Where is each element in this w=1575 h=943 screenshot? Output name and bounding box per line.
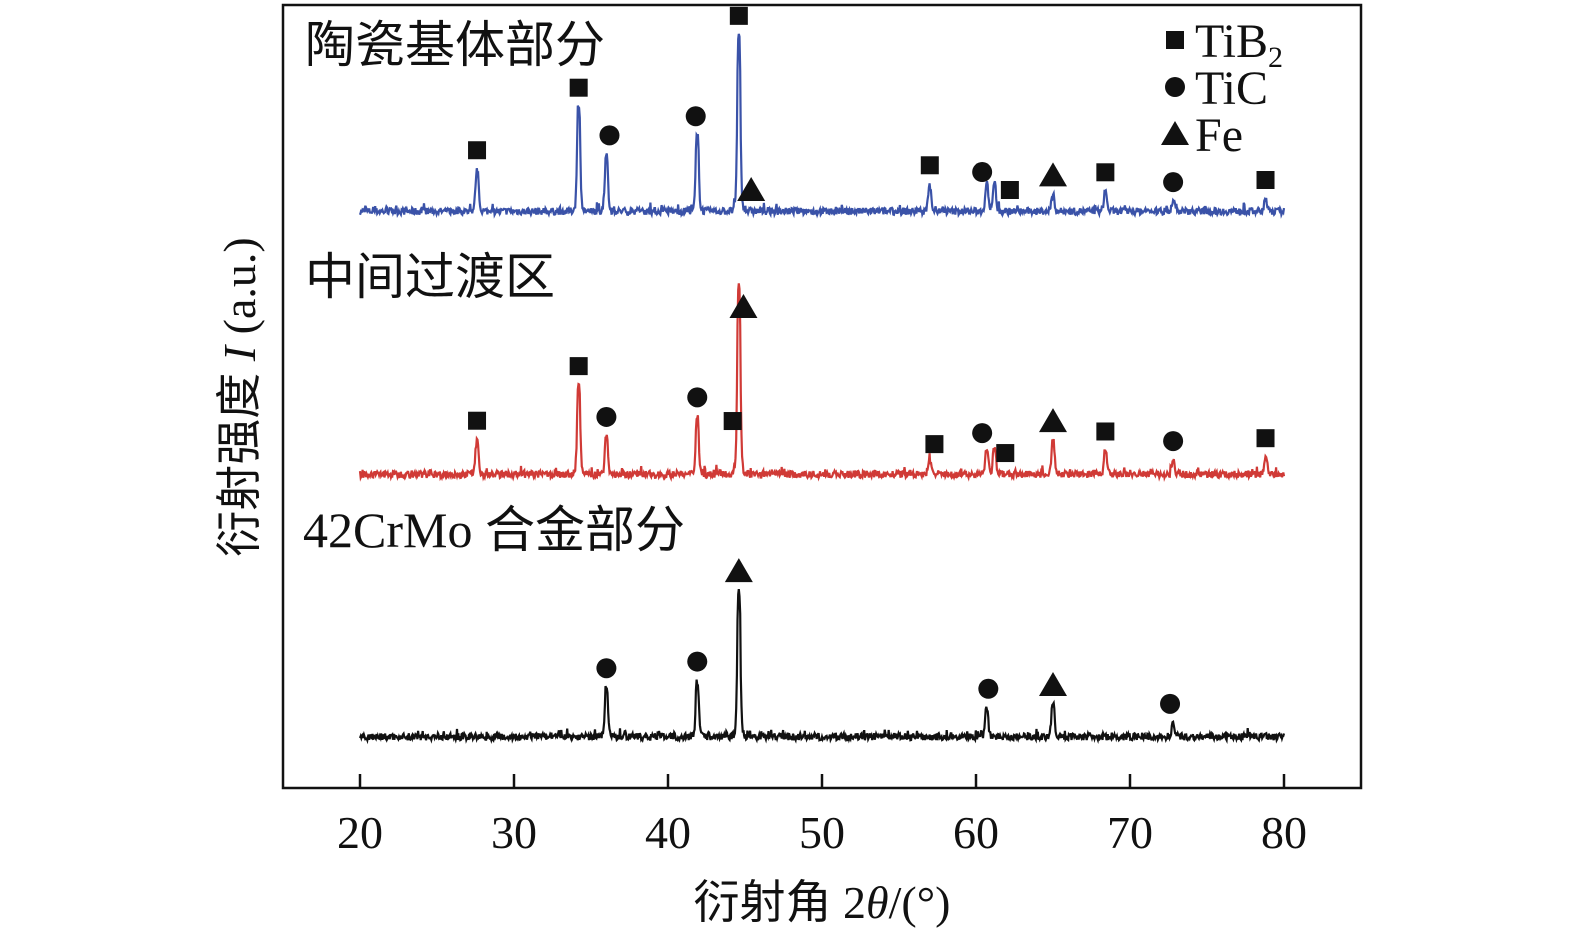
marker-2-4-fe <box>1039 672 1067 697</box>
marker-1-5-fe <box>729 293 758 318</box>
marker-0-4-tib2 <box>729 6 748 25</box>
y-axis-label: 衍射强度 I (a.u.) <box>214 237 265 556</box>
marker-0-5-fe <box>737 176 766 201</box>
marker-0-6-tib2 <box>920 156 939 175</box>
series-line-1 <box>358 283 1286 482</box>
series-label-transition: 中间过渡区 <box>305 249 555 305</box>
legend-label-tib2: TiB2 <box>1195 15 1283 74</box>
legend-marker-fe <box>1161 121 1189 145</box>
marker-0-10-tib2 <box>1096 163 1115 182</box>
marker-2-3-tic <box>978 678 999 699</box>
marker-0-2-tic <box>599 125 620 146</box>
marker-0-3-tic <box>685 106 706 127</box>
marker-2-5-tic <box>1160 693 1181 714</box>
marker-1-2-tic <box>596 406 617 427</box>
marker-0-0-tib2 <box>468 141 487 160</box>
x-axis-label: 衍射角 2θ/(°) <box>694 877 951 928</box>
marker-2-0-tic <box>596 658 617 679</box>
marker-0-1-tib2 <box>569 78 588 97</box>
x-tick-label-40: 40 <box>645 807 691 858</box>
marker-1-8-tib2 <box>996 444 1015 463</box>
x-tick-label-80: 80 <box>1261 807 1307 858</box>
marker-1-7-tic <box>972 423 993 444</box>
marker-0-9-fe <box>1039 162 1067 187</box>
marker-1-6-tib2 <box>925 435 944 454</box>
marker-1-9-fe <box>1039 408 1067 433</box>
x-tick-label-50: 50 <box>799 807 845 858</box>
legend-marker-tib2 <box>1166 31 1184 49</box>
legend-marker-tic <box>1165 77 1185 97</box>
marker-1-10-tib2 <box>1096 422 1115 441</box>
marker-layer <box>468 6 1275 714</box>
marker-0-11-tic <box>1163 172 1184 193</box>
marker-1-1-tib2 <box>569 357 588 376</box>
marker-1-11-tic <box>1163 431 1184 452</box>
x-tick-label-70: 70 <box>1107 807 1153 858</box>
x-tick-label-20: 20 <box>337 807 383 858</box>
legend-label-tic: TiC <box>1195 62 1268 115</box>
legend-label-fe: Fe <box>1195 109 1243 162</box>
series-line-0 <box>358 33 1286 219</box>
marker-1-4-tib2 <box>723 412 742 431</box>
marker-0-12-tib2 <box>1256 170 1275 189</box>
marker-0-8-tib2 <box>1000 180 1019 199</box>
series-layer <box>358 33 1286 745</box>
series-label-alloy: 42CrMo 合金部分 <box>303 502 685 558</box>
x-axis-ticks: 20 30 40 50 60 70 80 <box>337 774 1307 858</box>
marker-1-0-tib2 <box>468 411 487 430</box>
series-label-ceramic: 陶瓷基体部分 <box>305 17 605 73</box>
x-tick-label-30: 30 <box>491 807 537 858</box>
x-tick-label-60: 60 <box>953 807 999 858</box>
marker-2-1-tic <box>687 651 708 672</box>
marker-1-12-tib2 <box>1256 429 1275 448</box>
series-line-2 <box>358 588 1286 745</box>
marker-2-2-fe <box>724 558 753 583</box>
marker-1-3-tic <box>687 387 708 408</box>
marker-0-7-tic <box>972 162 993 183</box>
